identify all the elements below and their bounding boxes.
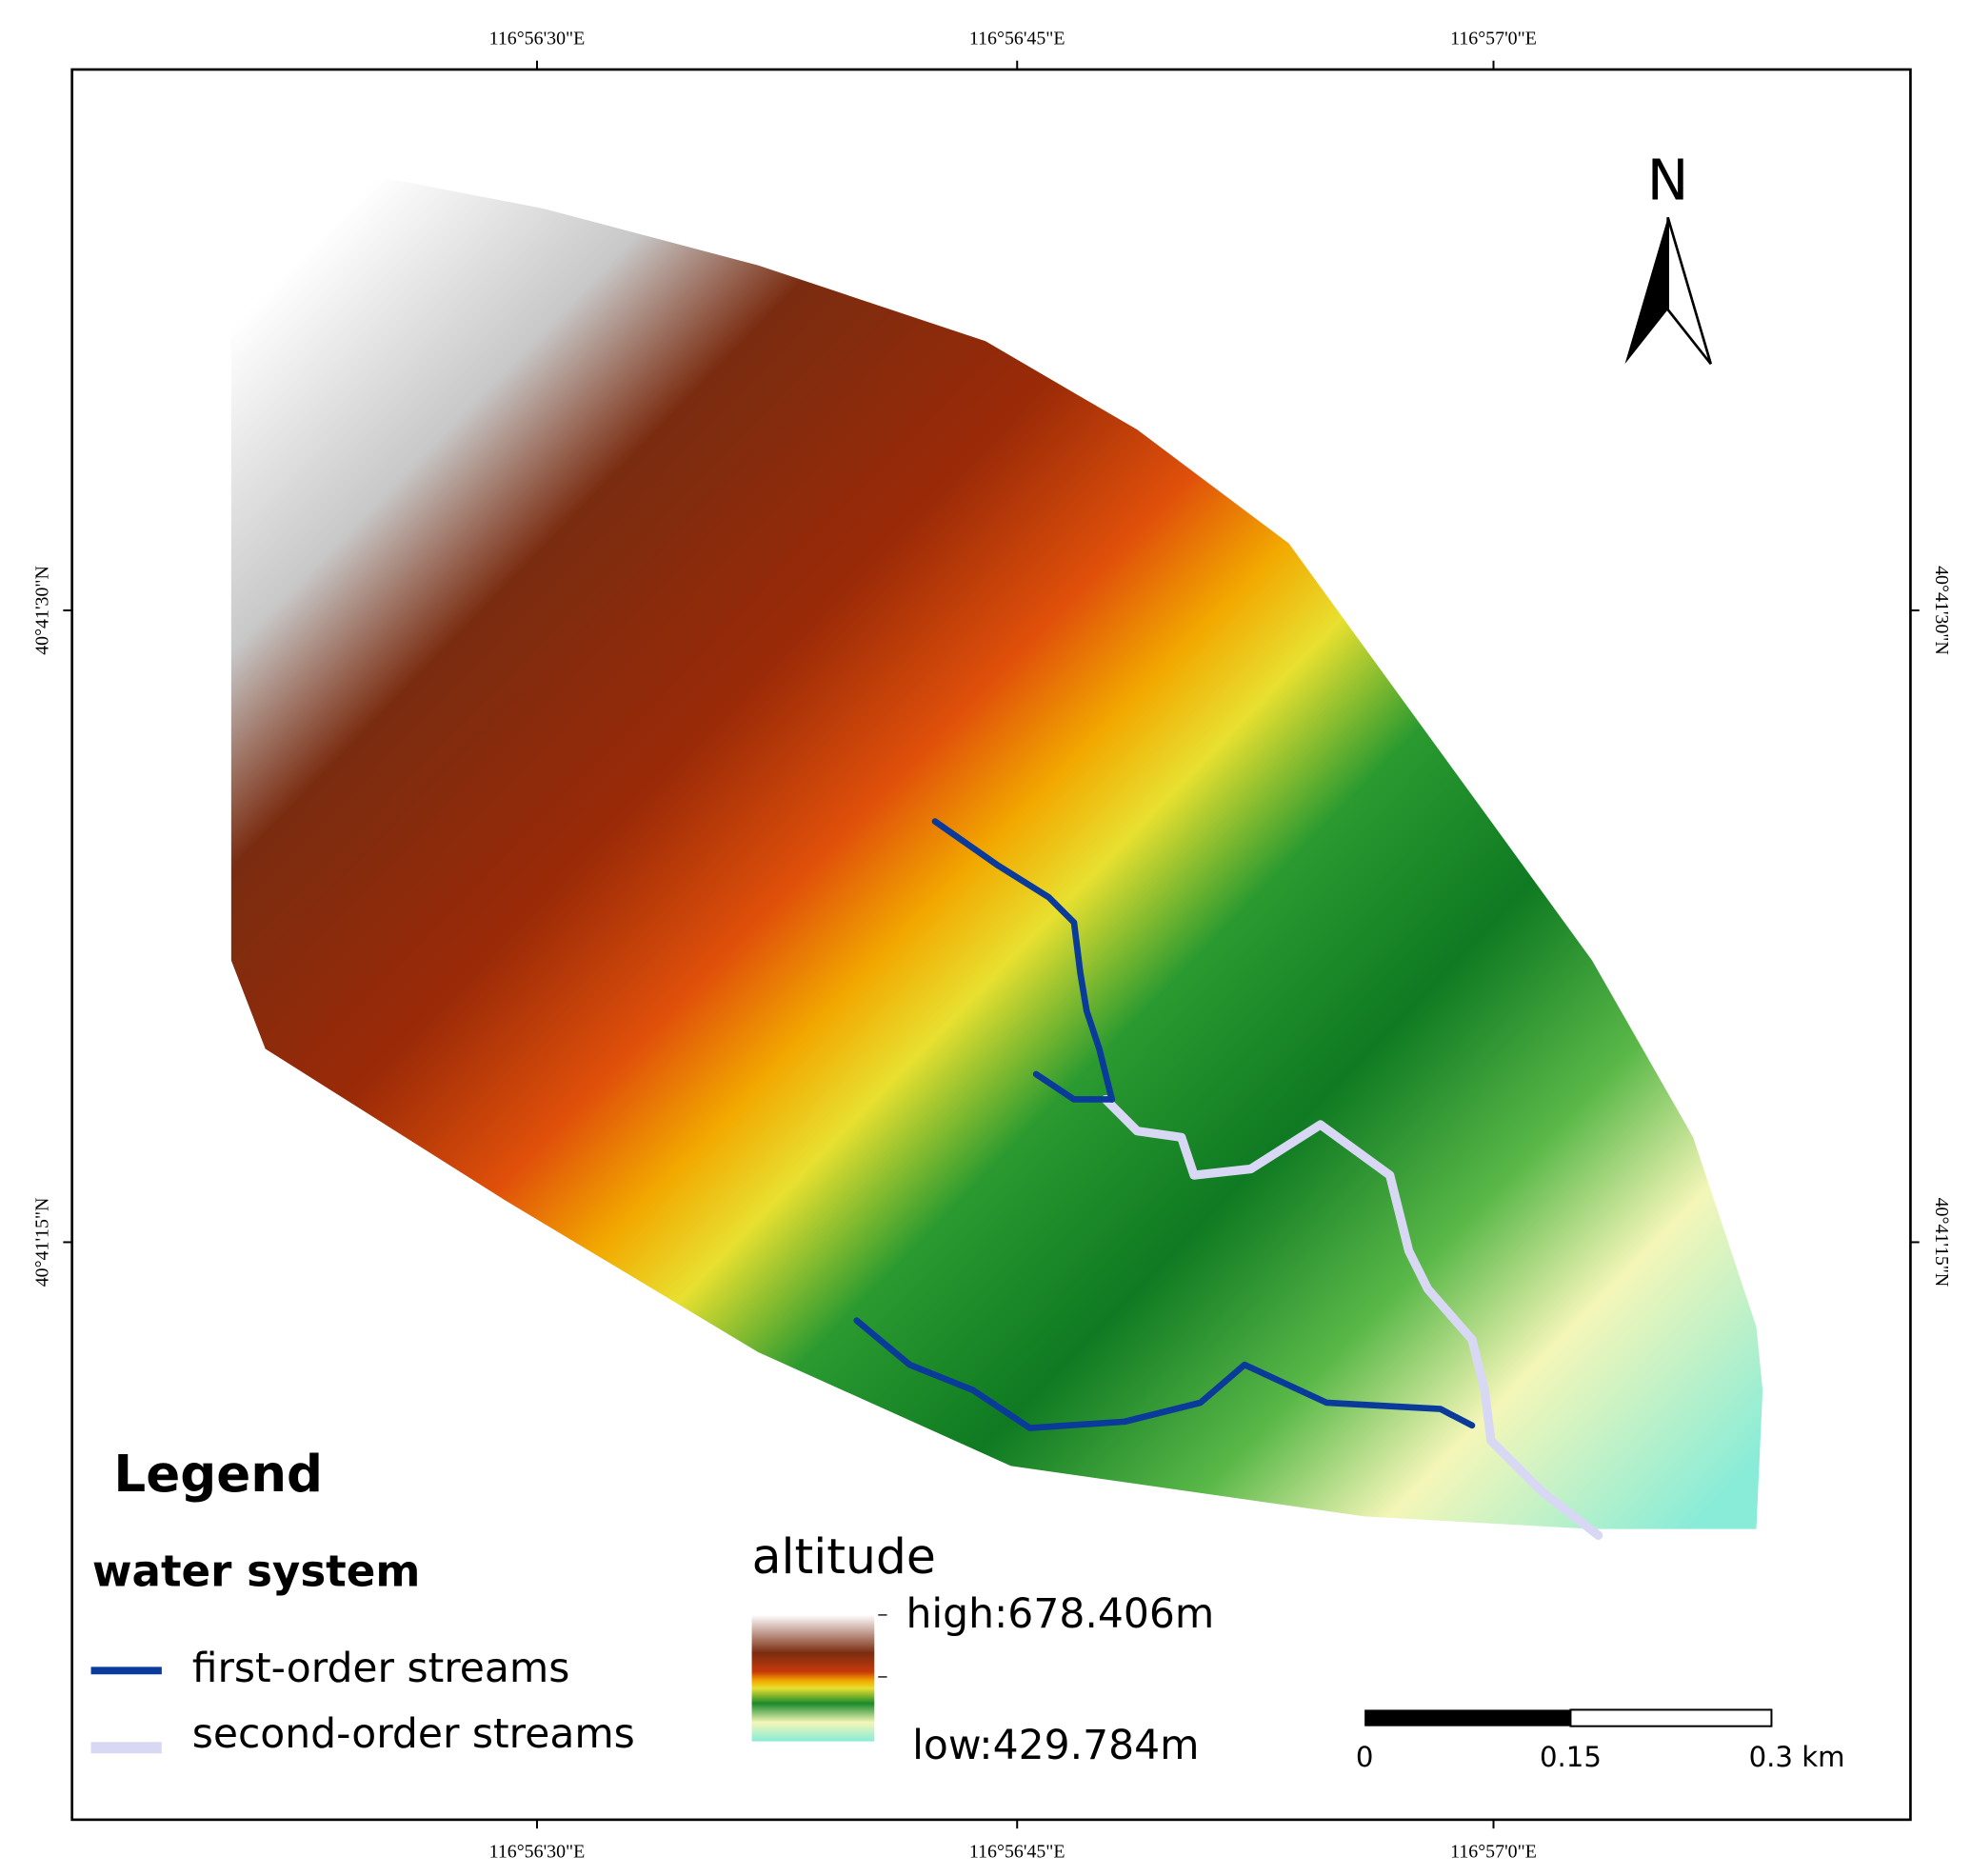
scale-label: 0 (1356, 1741, 1374, 1773)
legend-water-title: water system (92, 1546, 421, 1596)
top-coord: 116°57'0"E (1450, 28, 1537, 49)
legend-low: low:429.784m (912, 1723, 1199, 1769)
top-coord: 116°56'45"E (969, 28, 1065, 49)
north-arrow-right (1666, 216, 1713, 365)
legend-high: high:678.406m (906, 1591, 1214, 1638)
streams (853, 818, 1603, 1540)
right-coord: 40°41'15"N (1931, 1198, 1952, 1287)
top-coord: 116°56'30"E (489, 28, 586, 49)
scale-bar-white (1569, 1708, 1773, 1727)
legend-altitude-title: altitude (752, 1528, 936, 1585)
north-label: N (1647, 149, 1689, 213)
bottom-coord: 116°57'0"E (1450, 1842, 1537, 1863)
right-coord: 40°41'30"N (1931, 566, 1952, 655)
second-order-stream (1101, 1094, 1603, 1540)
first-order-stream (1032, 1070, 1116, 1103)
north-arrow-left (1624, 217, 1668, 365)
left-coord: 40°41'30"N (31, 566, 52, 655)
left-coord: 40°41'15"N (31, 1198, 52, 1287)
legend-altitude-ramp (751, 1614, 875, 1742)
map-frame (70, 68, 1912, 1822)
legend-stream-label: first-order streams (192, 1646, 570, 1692)
map-body: 116°56'30"E 116°56'45"E 116°57'0"E 116°5… (31, 28, 1952, 1862)
first-order-stream (853, 1317, 1476, 1431)
elevation-raster (230, 176, 1763, 1529)
bottom-coord: 116°56'30"E (489, 1842, 586, 1863)
graticule-ticks (63, 60, 1920, 1829)
first-order-stream (931, 818, 1116, 1103)
legend-stream-label: second-order streams (192, 1711, 635, 1758)
bottom-coord: 116°56'45"E (969, 1842, 1065, 1863)
scale-bar-black (1364, 1709, 1571, 1726)
legend-title: Legend (113, 1445, 323, 1504)
scale-label: 0.3 km (1749, 1741, 1845, 1773)
scale-label: 0.15 (1540, 1741, 1602, 1773)
